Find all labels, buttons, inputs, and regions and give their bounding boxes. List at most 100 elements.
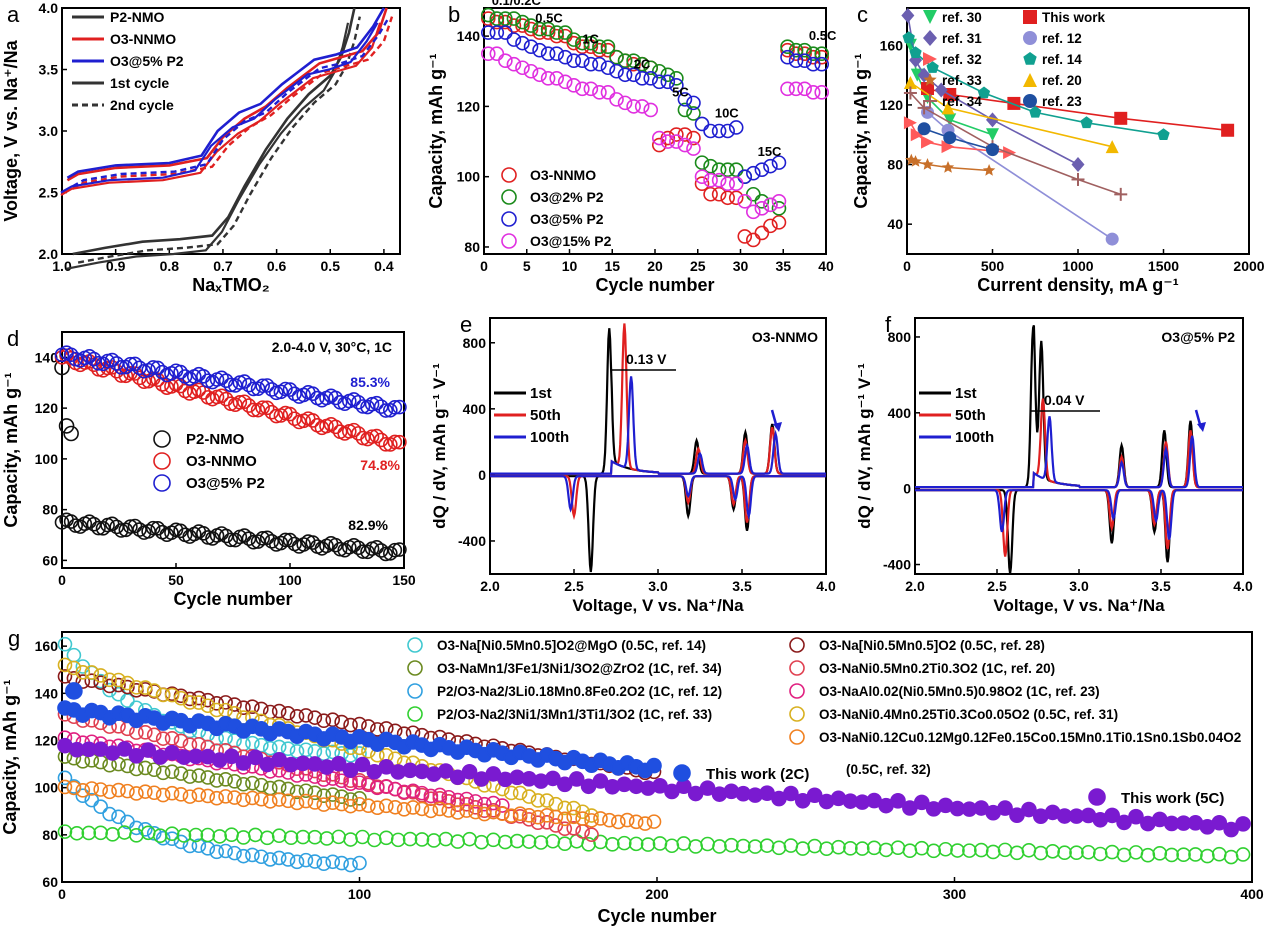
data-point <box>459 796 474 812</box>
annotation-label: 0.13 V <box>626 351 667 367</box>
data-point <box>245 847 260 863</box>
data-point <box>146 727 162 743</box>
data-point <box>617 67 633 83</box>
data-point <box>720 176 735 192</box>
x-tick-label: 0.9 <box>106 258 126 274</box>
data-point <box>583 35 599 51</box>
data-point <box>763 158 778 174</box>
data-point <box>432 787 448 803</box>
retention-label: 82.9% <box>348 517 388 533</box>
data-point <box>378 798 394 814</box>
data-point <box>237 394 252 410</box>
legend-marker <box>407 660 423 676</box>
data-point <box>1023 10 1037 24</box>
legend-marker <box>501 211 517 227</box>
data-point <box>392 399 407 415</box>
x-tick-label: 0.6 <box>267 258 287 274</box>
data-point <box>583 81 599 97</box>
legend-label: ref. 12 <box>1042 31 1082 46</box>
data-point <box>747 839 763 854</box>
x-tick-label: 5 <box>523 258 531 274</box>
data-point <box>360 544 375 560</box>
data-point <box>771 201 787 216</box>
panel-e: 2.0 2.5 3.0 3.5 4.0 -400 0 400 800 Voltage, V vs.… <box>430 312 836 615</box>
x-tick-label: 2.0 <box>905 578 925 594</box>
data-point <box>351 394 366 410</box>
data-point <box>355 829 370 845</box>
data-point <box>909 155 922 167</box>
data-point <box>378 830 394 846</box>
x-tick-label: 3.5 <box>732 578 752 594</box>
data-point <box>316 856 332 871</box>
x-tick-label: 0.8 <box>160 258 180 274</box>
data-point <box>209 773 224 788</box>
data-point <box>626 99 641 114</box>
x-tick-label: 400 <box>1240 886 1264 902</box>
x-axis-label: Cycle number <box>595 275 714 295</box>
data-point <box>373 432 389 448</box>
data-point <box>640 837 656 852</box>
data-point <box>325 795 341 810</box>
data-point <box>592 56 607 72</box>
data-point <box>289 743 305 759</box>
legend-marker <box>789 706 805 722</box>
data-point <box>545 833 561 849</box>
data-point <box>111 672 126 688</box>
data-point <box>634 99 650 114</box>
data-point <box>146 762 162 778</box>
data-point <box>150 372 166 388</box>
data-point <box>1105 140 1119 154</box>
data-point <box>1140 847 1156 863</box>
data-point <box>262 740 278 756</box>
x-axis-label: Cycle number <box>597 906 716 926</box>
x-axis-label: Voltage, V vs. Na⁺/Na <box>572 596 744 615</box>
data-point <box>489 46 505 61</box>
data-point <box>278 381 293 397</box>
data-point <box>367 832 382 848</box>
data-point <box>282 406 298 422</box>
data-point <box>93 799 108 815</box>
data-point <box>941 161 955 173</box>
data-point <box>676 836 692 851</box>
data-point <box>307 854 323 869</box>
data-point <box>557 836 573 851</box>
data-point <box>986 112 999 128</box>
data-point <box>1029 105 1042 118</box>
data-point <box>986 128 999 142</box>
legend-marker <box>789 683 805 699</box>
data-point <box>771 840 787 856</box>
data-point <box>1188 847 1203 862</box>
x-tick-label: 3.0 <box>1069 578 1089 594</box>
legend-label: ref. 34 <box>942 94 982 109</box>
data-point <box>1176 847 1191 862</box>
data-point <box>489 11 505 26</box>
legend-label: ref. 31 <box>942 31 982 46</box>
legend-label: O3-NaNi0.5Mn0.2Ti0.3O2 (1C, ref. 20) <box>819 661 1055 676</box>
data-point <box>325 712 341 728</box>
data-point <box>746 165 761 181</box>
legend-label: O3-NNMO <box>110 31 176 47</box>
data-point <box>1081 844 1096 860</box>
legend-label: O3-Na[Ni0.5Mn0.5]O2 (0.5C, ref. 28) <box>819 638 1045 653</box>
data-point <box>370 780 385 796</box>
data-point <box>123 356 138 372</box>
retention-label: 85.3% <box>350 374 390 390</box>
x-tick-label: 0.7 <box>213 258 233 274</box>
data-point <box>737 229 753 244</box>
data-point <box>720 162 735 177</box>
data-point <box>807 838 822 854</box>
data-point <box>191 690 207 706</box>
data-point <box>132 522 147 537</box>
data-point <box>146 683 162 698</box>
data-point <box>735 838 751 854</box>
data-point <box>1033 845 1049 861</box>
data-point <box>628 814 644 830</box>
data-point <box>164 687 180 703</box>
data-point <box>1200 848 1215 864</box>
data-point <box>1223 849 1239 865</box>
data-point <box>255 378 270 394</box>
data-point <box>1071 157 1085 173</box>
y-tick-label: 800 <box>888 329 912 345</box>
x-tick-label: 35 <box>775 258 791 274</box>
y-tick-label: 100 <box>457 169 481 185</box>
